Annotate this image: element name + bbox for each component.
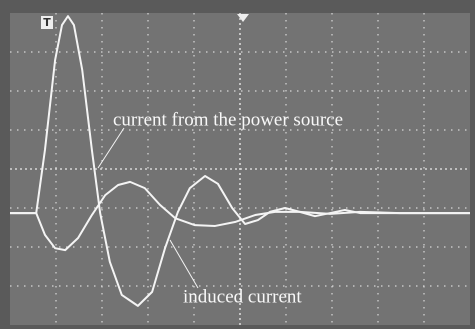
trigger-marker: T [43,16,51,29]
series-annotation: current from the power source [113,109,343,130]
oscilloscope-screen: T current from the power source induced … [0,0,475,329]
series-annotation: induced current [183,286,302,307]
